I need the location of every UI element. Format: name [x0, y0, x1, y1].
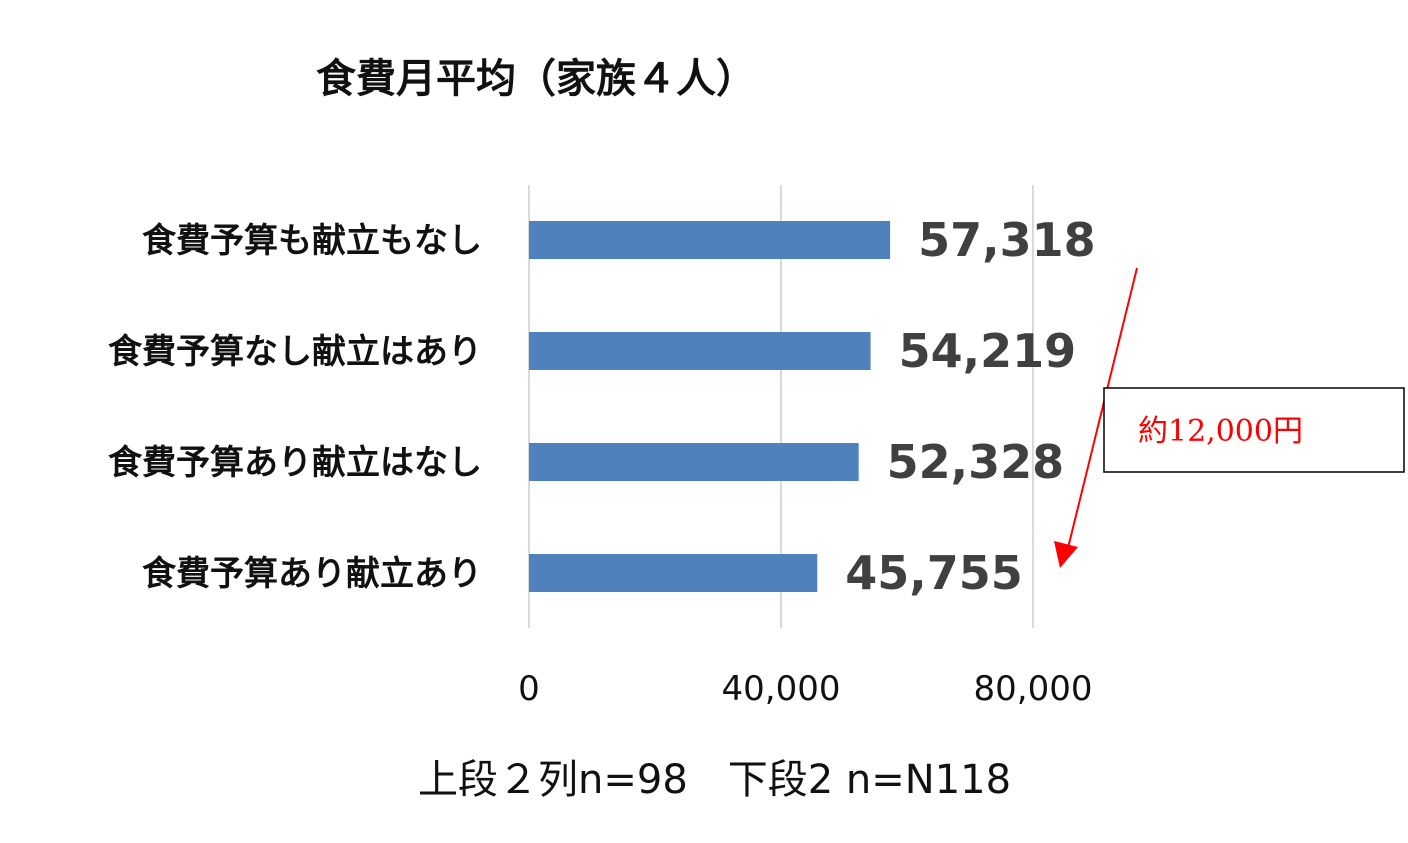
category-label: 食費予算あり献立あり [142, 554, 482, 594]
bar [529, 221, 891, 259]
category-labels: 食費予算も献立もなし食費予算なし献立はあり食費予算あり献立はなし食費予算あり献立… [108, 221, 482, 594]
category-label: 食費予算あり献立はなし [108, 443, 482, 483]
x-tick-label: 40,000 [722, 669, 841, 709]
bar [529, 443, 859, 481]
annotation: 約12,000円 [1054, 267, 1405, 568]
annotation-text: 約12,000円 [1138, 414, 1303, 449]
data-label: 54,219 [899, 324, 1077, 378]
bars [529, 221, 891, 592]
bar [529, 554, 818, 592]
annotation-arrow-line [1067, 267, 1138, 549]
value-labels: 57,318 54,219 52,328 45,755 [845, 213, 1095, 600]
data-label: 52,328 [887, 435, 1065, 489]
data-label: 57,318 [918, 213, 1096, 267]
data-label: 45,755 [845, 546, 1023, 600]
annotation-arrowhead [1054, 541, 1078, 568]
category-label: 食費予算も献立もなし [142, 221, 482, 261]
footnote: 上段２列n=98 下段2 n=N118 [418, 757, 1011, 803]
x-tick-labels: 0 40,000 80,000 [518, 669, 1092, 709]
x-tick-label: 0 [518, 669, 540, 709]
annotation-box [1103, 387, 1405, 473]
category-label: 食費予算なし献立はあり [108, 332, 482, 372]
bar [529, 332, 871, 370]
chart-title: 食費月平均（家族４人） [316, 56, 756, 102]
x-tick-label: 80,000 [974, 669, 1093, 709]
